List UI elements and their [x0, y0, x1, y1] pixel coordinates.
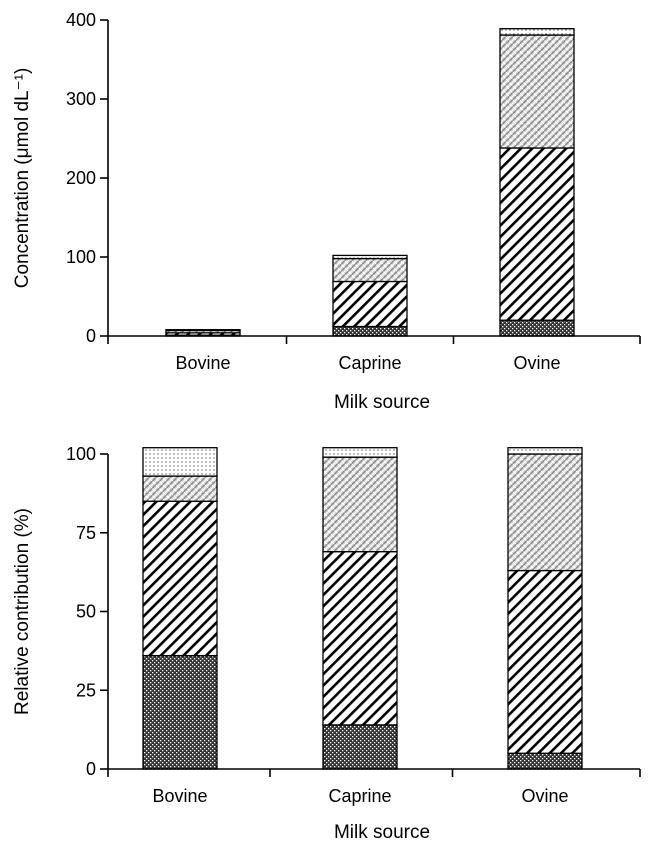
x-tick-label-caprine: Caprine — [328, 786, 391, 806]
bar-segment-ovine-cross-hatch — [507, 453, 583, 572]
concentration-chart: 0 100 200 300 400 Bovine Caprine Ovine Milk sour… — [12, 10, 641, 413]
bar-segment-ovine-diagonal-stripes — [499, 147, 575, 321]
bar-segment-caprine-light-dots — [332, 254, 408, 260]
y-axis-label: Relative contribution (%) — [12, 508, 33, 715]
bar-segment-ovine-dense-dots — [499, 319, 575, 337]
y-tick-label: 25 — [76, 680, 96, 700]
bar-segment-ovine-dense-dots — [507, 752, 583, 770]
bar-segment-caprine-cross-hatch — [332, 257, 408, 283]
x-tick-label-caprine: Caprine — [338, 353, 401, 373]
relative-contribution-chart: 0 25 50 75 100 Bovine Caprine Ovine Milk source R… — [12, 444, 641, 843]
y-axis-label: Concentration (μmol dL⁻¹) — [12, 68, 33, 289]
y-tick-label: 100 — [66, 444, 96, 464]
x-axis-label: Milk source — [334, 392, 430, 413]
bar-segment-ovine-diagonal-stripes — [507, 569, 583, 754]
x-tick-label-bovine: Bovine — [152, 786, 207, 806]
y-tick-label: 0 — [86, 759, 96, 779]
bar-segment-caprine-cross-hatch — [322, 456, 398, 553]
y-tick-label: 100 — [66, 247, 96, 267]
y-tick-label: 75 — [76, 523, 96, 543]
y-tick-label: 0 — [86, 326, 96, 346]
bar-segment-ovine-light-dots — [499, 28, 575, 36]
bar-segment-bovine-diagonal-stripes — [142, 500, 218, 657]
bar-segment-bovine-light-dots — [165, 329, 241, 332]
bar-segment-bovine-cross-hatch — [142, 475, 218, 502]
y-tick-label: 50 — [76, 602, 96, 622]
bar-segment-ovine-light-dots — [507, 447, 583, 455]
bar-segment-ovine-cross-hatch — [499, 34, 575, 149]
x-tick-label-ovine: Ovine — [513, 353, 560, 373]
x-axis-label: Milk source — [334, 822, 430, 843]
bar-segment-caprine-diagonal-stripes — [332, 280, 408, 328]
y-tick-label: 300 — [66, 89, 96, 109]
x-tick-label-ovine: Ovine — [521, 786, 568, 806]
bar-segment-caprine-dense-dots — [322, 724, 398, 770]
y-tick-label: 400 — [66, 10, 96, 30]
bar-segment-caprine-dense-dots — [332, 325, 408, 337]
y-tick-label: 200 — [66, 168, 96, 188]
x-tick-label-bovine: Bovine — [175, 353, 230, 373]
bar-segment-bovine-light-dots — [142, 447, 218, 477]
bar-segment-caprine-diagonal-stripes — [322, 551, 398, 726]
bar-segment-caprine-light-dots — [322, 447, 398, 458]
bar-segment-bovine-dense-dots — [142, 654, 218, 770]
